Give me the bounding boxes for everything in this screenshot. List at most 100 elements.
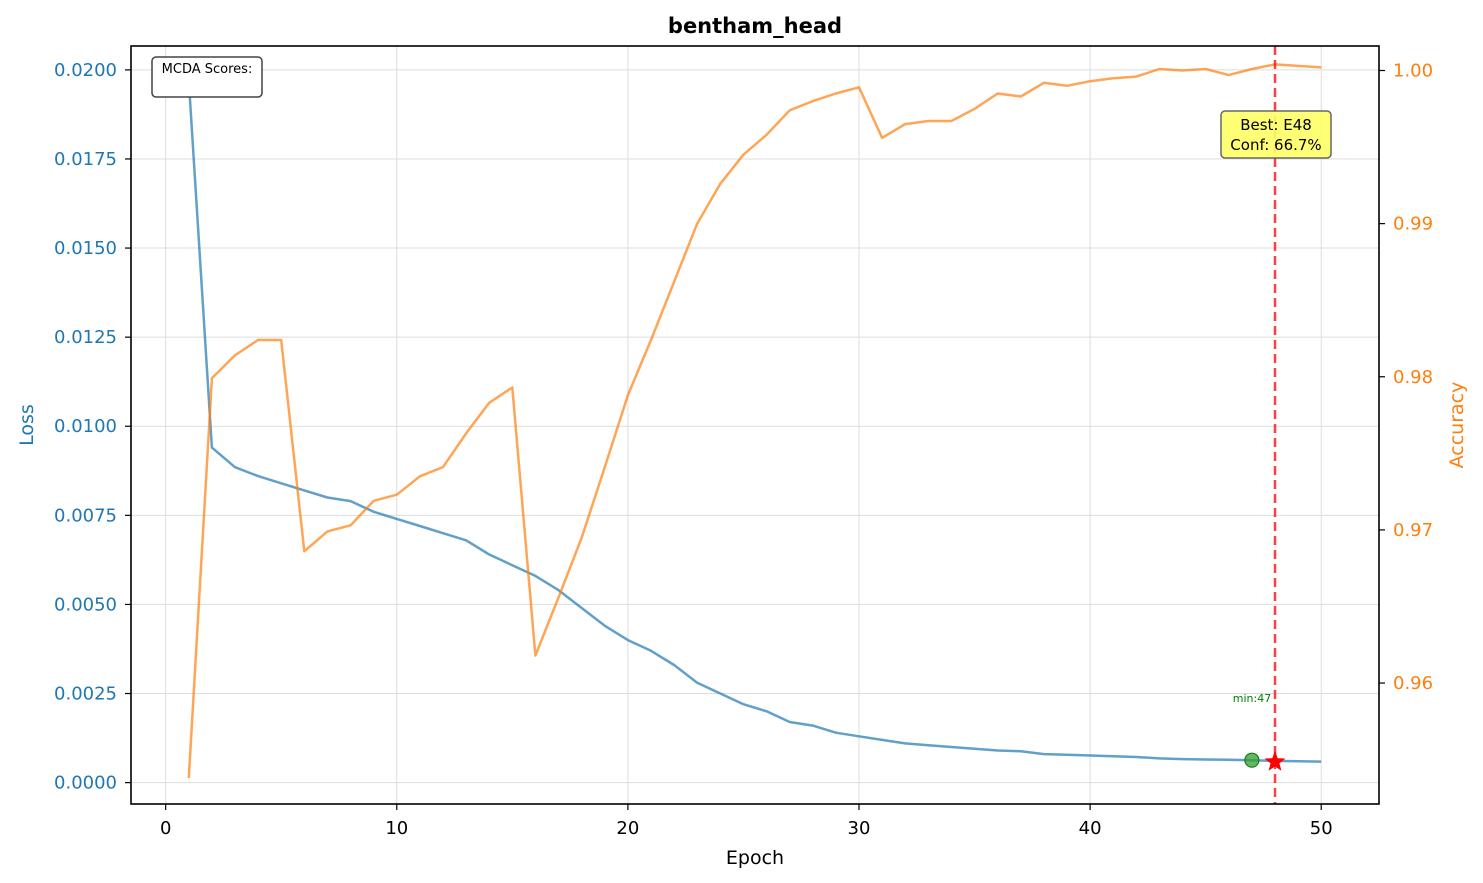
data-point-loss bbox=[1019, 749, 1023, 753]
data-point-loss bbox=[626, 638, 630, 642]
data-point-accuracy bbox=[1227, 73, 1231, 77]
y-right-tick-label: 0.98 bbox=[1393, 367, 1433, 388]
y-left-tick-label: 0.0125 bbox=[54, 327, 117, 348]
x-tick-label: 20 bbox=[616, 818, 639, 839]
y-left-tick-label: 0.0175 bbox=[54, 149, 117, 170]
data-point-accuracy bbox=[1204, 67, 1208, 71]
y-left-tick-label: 0.0025 bbox=[54, 684, 117, 705]
data-point-accuracy bbox=[487, 401, 491, 405]
data-point-accuracy bbox=[880, 136, 884, 140]
data-point-loss bbox=[996, 749, 1000, 753]
y-left-tick-label: 0.0100 bbox=[54, 416, 117, 437]
data-point-loss bbox=[672, 663, 676, 667]
data-point-accuracy bbox=[1019, 95, 1023, 99]
data-point-loss bbox=[857, 734, 861, 738]
data-point-loss bbox=[1319, 760, 1323, 764]
y-left-tick-label: 0.0150 bbox=[54, 238, 117, 259]
data-point-accuracy bbox=[1111, 76, 1115, 80]
data-point-loss bbox=[1204, 757, 1208, 761]
y-right-tick-label: 0.97 bbox=[1393, 520, 1433, 541]
data-point-loss bbox=[903, 741, 907, 745]
data-point-accuracy bbox=[395, 493, 399, 497]
data-point-loss bbox=[1088, 754, 1092, 758]
x-tick-label: 0 bbox=[160, 818, 171, 839]
data-point-loss bbox=[487, 553, 491, 557]
data-point-accuracy bbox=[1088, 79, 1092, 83]
best-confidence-label: Conf: 66.7% bbox=[1230, 136, 1321, 154]
data-point-accuracy bbox=[603, 465, 607, 469]
data-point-loss bbox=[765, 709, 769, 713]
best-epoch-label: Best: E48 bbox=[1240, 116, 1312, 134]
data-point-loss bbox=[302, 488, 306, 492]
series-line-loss bbox=[187, 80, 1322, 763]
data-point-loss bbox=[395, 517, 399, 521]
data-point-loss bbox=[1111, 754, 1115, 758]
data-point-accuracy bbox=[580, 536, 584, 540]
y-left-tick-label: 0.0200 bbox=[54, 60, 117, 81]
data-point-accuracy bbox=[233, 353, 237, 357]
grid bbox=[131, 46, 1379, 804]
data-point-accuracy bbox=[1319, 65, 1323, 69]
axes: 0 10 20 30 40 50 0.0000 0.0025 0.0050 0.0075 0.010… bbox=[54, 60, 1433, 839]
data-point-accuracy bbox=[765, 133, 769, 137]
data-point-loss bbox=[1157, 756, 1161, 760]
data-point-accuracy bbox=[557, 595, 561, 599]
data-point-loss bbox=[718, 692, 722, 696]
data-point-accuracy bbox=[210, 376, 214, 380]
data-point-loss bbox=[788, 720, 792, 724]
y-right-tick-label: 1.00 bbox=[1393, 61, 1433, 82]
data-point-accuracy bbox=[1134, 75, 1138, 79]
data-point-accuracy bbox=[718, 182, 722, 186]
data-point-accuracy bbox=[1250, 67, 1254, 71]
data-point-accuracy bbox=[788, 108, 792, 112]
data-point-loss bbox=[510, 563, 514, 567]
data-point-accuracy bbox=[302, 549, 306, 553]
x-axis-label: Epoch bbox=[726, 847, 784, 869]
data-point-loss bbox=[603, 624, 607, 628]
data-point-loss bbox=[649, 649, 653, 653]
data-point-accuracy bbox=[533, 653, 537, 657]
min-loss-label: min:47 bbox=[1233, 692, 1271, 705]
best-star-marker bbox=[1264, 750, 1286, 771]
series-line-accuracy bbox=[187, 63, 1322, 779]
y-left-tick-label: 0.0075 bbox=[54, 505, 117, 526]
data-point-accuracy bbox=[973, 107, 977, 111]
data-point-loss bbox=[1181, 757, 1185, 761]
data-point-accuracy bbox=[464, 431, 468, 435]
data-point-loss bbox=[233, 465, 237, 469]
data-point-loss bbox=[210, 446, 214, 450]
min-loss-marker bbox=[1244, 752, 1260, 768]
data-point-accuracy bbox=[1157, 67, 1161, 71]
mcda-label: MCDA Scores: bbox=[162, 62, 253, 77]
data-point-accuracy bbox=[510, 385, 514, 389]
data-point-loss bbox=[279, 481, 283, 485]
data-point-accuracy bbox=[1042, 81, 1046, 85]
data-point-accuracy bbox=[1065, 84, 1069, 88]
data-point-loss bbox=[418, 524, 422, 528]
data-point-accuracy bbox=[279, 338, 283, 342]
data-point-accuracy bbox=[926, 119, 930, 123]
data-point-accuracy bbox=[949, 119, 953, 123]
data-point-loss bbox=[1134, 755, 1138, 759]
data-point-accuracy bbox=[626, 393, 630, 397]
data-point-loss bbox=[926, 743, 930, 747]
data-point-loss bbox=[1042, 752, 1046, 756]
y-right-tick-label: 0.99 bbox=[1393, 214, 1433, 235]
data-point-loss bbox=[580, 606, 584, 610]
data-point-accuracy bbox=[857, 85, 861, 89]
mcda-box: MCDA Scores: bbox=[151, 56, 263, 98]
data-point-accuracy bbox=[325, 529, 329, 533]
data-point-loss bbox=[1296, 759, 1300, 763]
x-tick-label: 50 bbox=[1310, 818, 1333, 839]
y-axis-left-label: Loss bbox=[16, 404, 38, 446]
data-point-loss bbox=[1065, 753, 1069, 757]
markers bbox=[1244, 46, 1286, 804]
y-left-tick-label: 0.0000 bbox=[54, 773, 117, 794]
x-tick-label: 40 bbox=[1079, 818, 1102, 839]
data-point-loss bbox=[973, 747, 977, 751]
data-point-accuracy bbox=[187, 776, 191, 780]
data-point-loss bbox=[441, 531, 445, 535]
data-point-loss bbox=[880, 738, 884, 742]
data-point-accuracy bbox=[834, 91, 838, 95]
